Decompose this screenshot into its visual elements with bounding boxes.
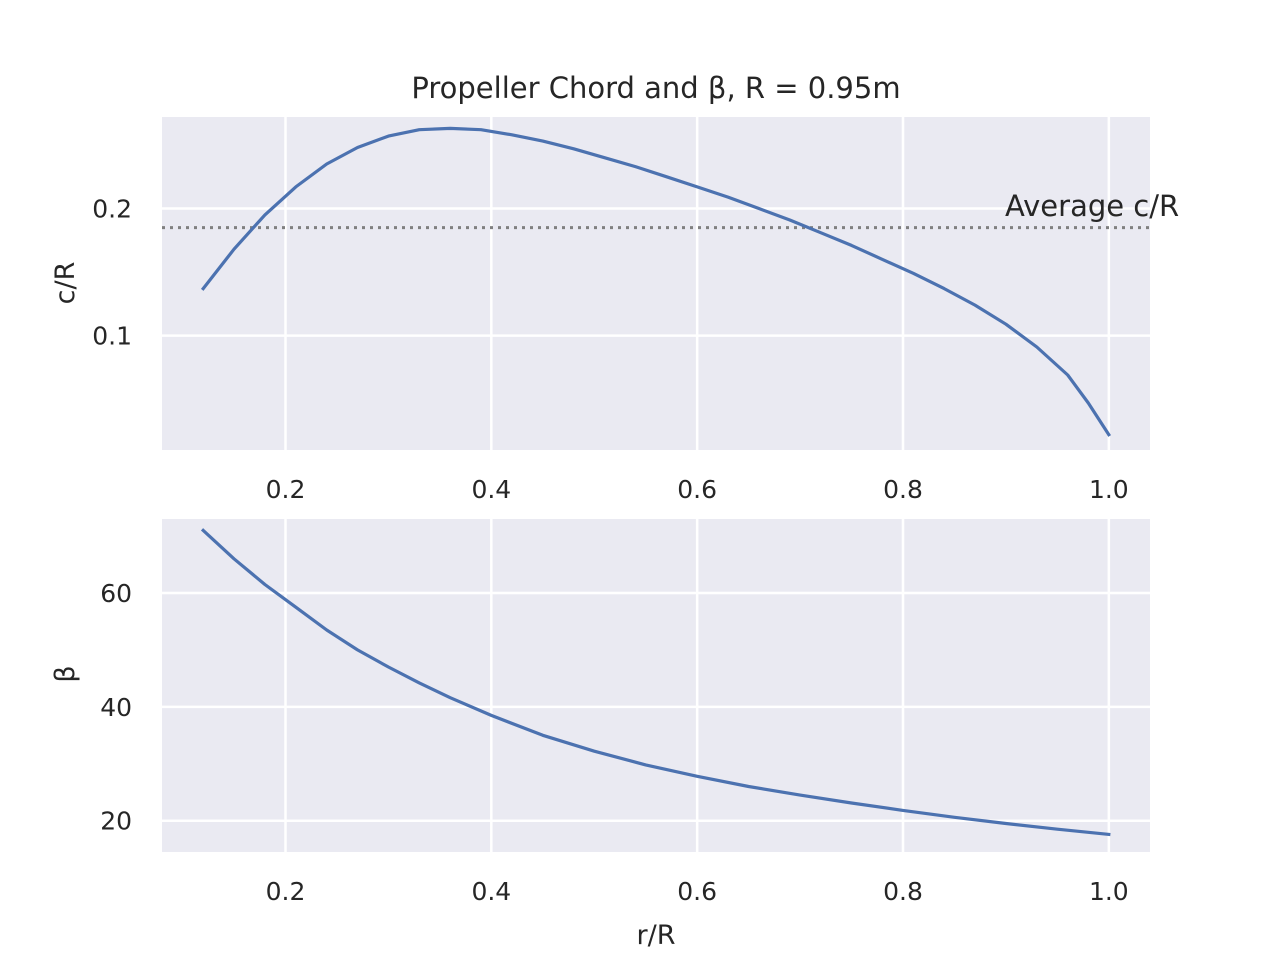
bottom-y-tick-label: 40 (100, 693, 132, 722)
top-x-tick-label: 0.6 (677, 475, 717, 504)
top-x-tick-label: 0.4 (471, 475, 511, 504)
bottom-x-tick-label: 0.2 (266, 877, 306, 906)
top-y-axis-label: c/R (50, 262, 81, 305)
chart-title: Propeller Chord and β, R = 0.95m (411, 71, 900, 105)
bottom-y-tick-label: 20 (100, 807, 132, 836)
bottom-x-tick-label: 0.4 (471, 877, 511, 906)
top-x-tick-label: 0.2 (266, 475, 306, 504)
bottom-twist-subplot: 0.2 0.4 0.6 0.8 1.0 20 40 60 β r/R (50, 519, 1150, 951)
bottom-tick-labels: 0.2 0.4 0.6 0.8 1.0 20 40 60 (100, 579, 1129, 906)
bottom-y-axis-label: β (50, 665, 81, 682)
average-chord-annotation: Average c/R (1005, 189, 1179, 223)
top-chord-subplot: 0.2 0.4 0.6 0.8 1.0 0.1 0.2 Average c/R c/R (50, 117, 1179, 504)
top-x-tick-label: 0.8 (883, 475, 923, 504)
bottom-y-tick-label: 60 (100, 579, 132, 608)
top-x-tick-label: 1.0 (1089, 475, 1129, 504)
bottom-x-tick-label: 0.8 (883, 877, 923, 906)
bottom-x-tick-label: 0.6 (677, 877, 717, 906)
bottom-plot-area (162, 519, 1150, 852)
bottom-x-axis-label: r/R (637, 920, 676, 951)
top-gridlines (162, 117, 1150, 450)
chord-series-line (200, 126, 1112, 437)
bottom-x-tick-label: 1.0 (1089, 877, 1129, 906)
twist-series-line (200, 528, 1111, 837)
top-tick-labels: 0.2 0.4 0.6 0.8 1.0 0.1 0.2 (92, 195, 1128, 504)
top-y-tick-label: 0.1 (92, 322, 132, 351)
top-y-tick-label: 0.2 (92, 195, 132, 224)
top-plot-area (162, 117, 1150, 450)
